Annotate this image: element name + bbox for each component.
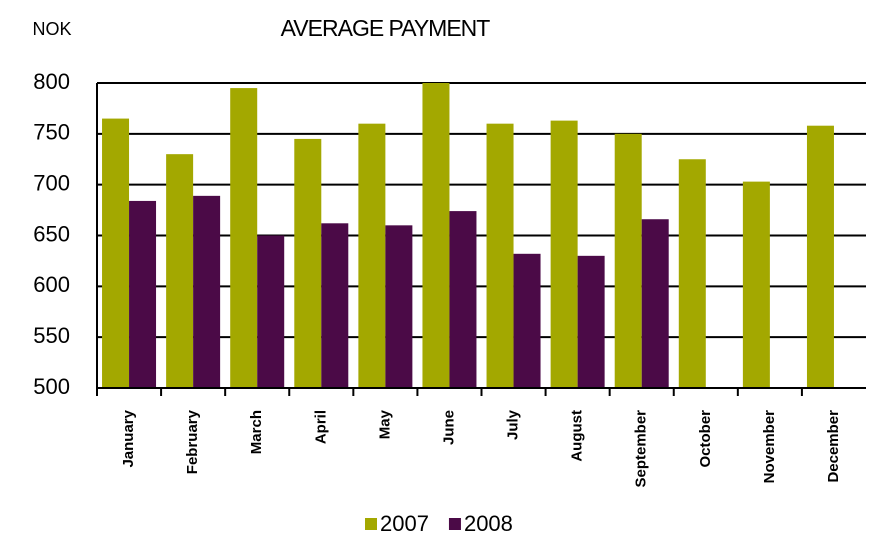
x-tick-label: September	[633, 410, 650, 488]
bar	[513, 253, 541, 388]
x-tick-label: August	[569, 410, 586, 462]
legend-swatch	[365, 518, 377, 530]
bar	[422, 83, 450, 388]
y-tick-label: 750	[33, 120, 70, 145]
y-axis-label: NOK	[32, 19, 71, 39]
bar	[321, 223, 349, 388]
y-tick-label: 800	[33, 69, 70, 94]
bar	[193, 195, 221, 388]
x-tick-label: March	[248, 410, 265, 454]
y-tick-label: 550	[33, 323, 70, 348]
x-tick-label: February	[184, 409, 201, 474]
y-tick-label: 500	[33, 374, 70, 399]
bar	[129, 200, 157, 388]
bar	[166, 154, 194, 388]
bar	[486, 123, 514, 389]
x-tick-label: April	[312, 410, 329, 444]
bar	[230, 88, 258, 388]
bar	[294, 138, 322, 388]
x-tick-label: December	[825, 410, 842, 483]
x-tick-label: January	[120, 409, 137, 467]
legend-swatch	[448, 518, 461, 530]
x-tick-label: November	[761, 410, 778, 484]
bar	[550, 120, 578, 388]
bar	[614, 133, 642, 388]
bar	[678, 159, 706, 388]
bar	[806, 125, 834, 388]
bar	[641, 219, 669, 388]
legend-label: 2007	[380, 511, 429, 536]
x-tick-label: July	[505, 409, 522, 440]
x-tick-label: May	[376, 409, 393, 439]
x-tick-label: October	[697, 410, 714, 468]
chart-title: AVERAGE PAYMENT	[281, 15, 491, 41]
bar	[358, 123, 386, 389]
bar	[257, 235, 285, 388]
bar	[577, 255, 605, 388]
y-tick-label: 700	[33, 170, 70, 195]
legend-label: 2008	[464, 511, 513, 536]
x-tick-label: June	[440, 410, 457, 445]
bar	[742, 181, 770, 388]
bar	[385, 225, 413, 388]
bar	[449, 211, 477, 388]
y-tick-label: 650	[33, 221, 70, 246]
bar	[102, 118, 130, 388]
y-tick-label: 600	[33, 272, 70, 297]
